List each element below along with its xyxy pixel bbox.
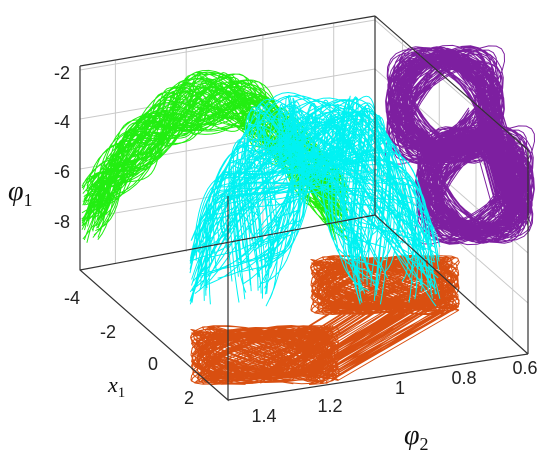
y-tick-label: 0.8 xyxy=(451,368,476,388)
attractor-series xyxy=(81,44,535,385)
x-tick-label: -2 xyxy=(100,322,116,342)
y-axis-ticks: 1.4 1.2 1 0.8 0.6 xyxy=(251,358,537,426)
attractor-orange-projection xyxy=(190,255,460,385)
attractor-cyan-trajectory xyxy=(189,92,441,307)
y-tick-label: 0.6 xyxy=(512,358,537,378)
y-tick-label: 1.2 xyxy=(317,396,342,416)
z-tick-label: -6 xyxy=(54,162,70,182)
x-tick-label: -4 xyxy=(64,288,80,308)
z-tick-label: -4 xyxy=(54,112,70,132)
y-tick-label: 1.4 xyxy=(251,406,276,426)
y-axis-label: φ2 xyxy=(404,420,429,454)
floor-front-edge xyxy=(227,353,529,401)
x-tick-label: 2 xyxy=(184,388,194,408)
y-tick-label: 1 xyxy=(395,378,405,398)
x-axis-ticks: -4 -2 0 2 xyxy=(64,288,194,408)
z-tick-label: -8 xyxy=(54,212,70,232)
x-tick-label: 0 xyxy=(148,354,158,374)
back-top-edge xyxy=(79,15,376,67)
z-axis-ticks: -2 -4 -6 -8 xyxy=(54,63,70,232)
z-tick-label: -2 xyxy=(54,63,70,83)
side-top-edge xyxy=(374,15,529,151)
z-grid-line xyxy=(79,19,376,71)
axis-box xyxy=(79,15,529,402)
back-wall-edge xyxy=(79,66,229,402)
floor-left-edge xyxy=(79,214,376,271)
x-axis-label: x1 xyxy=(107,372,125,401)
floor-right-edge xyxy=(374,214,529,355)
attractor-purple-projection xyxy=(385,44,535,246)
z-axis-label: φ1 xyxy=(8,176,33,210)
attractor-green-projection xyxy=(81,69,349,243)
